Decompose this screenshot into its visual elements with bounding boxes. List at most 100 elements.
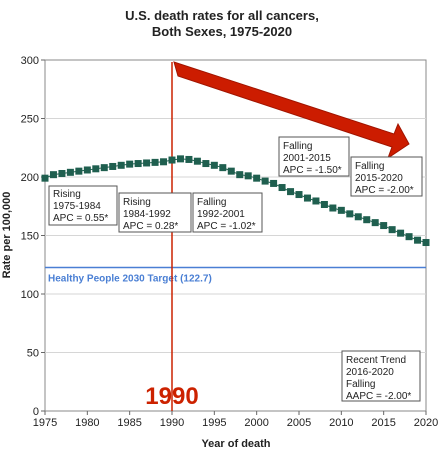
- data-point: [397, 229, 405, 237]
- data-point: [337, 206, 345, 214]
- y-tick-label: 200: [21, 172, 39, 184]
- series-line: [44, 158, 427, 244]
- x-tick-label: 2020: [414, 417, 438, 429]
- svg-text:Recent Trend: Recent Trend: [346, 355, 406, 366]
- y-axis-ticks: 0 50 100 150 200 250 300: [21, 55, 45, 418]
- data-point: [176, 155, 184, 163]
- data-point: [160, 158, 168, 166]
- data-point: [219, 164, 227, 172]
- x-axis-ticks: 1975 1980 1985 1990 1995 2000 2005 2010 2015 2020: [33, 411, 438, 429]
- svg-text:1992-2001: 1992-2001: [197, 209, 245, 220]
- data-point: [75, 167, 83, 175]
- data-point: [354, 213, 362, 221]
- x-tick-label: 1995: [202, 417, 226, 429]
- data-point: [236, 171, 244, 179]
- data-point: [244, 172, 252, 180]
- x-tick-label: 1985: [117, 417, 141, 429]
- data-point: [414, 236, 422, 244]
- data-point: [134, 160, 142, 168]
- data-point: [261, 177, 269, 185]
- svg-text:Rising: Rising: [123, 197, 151, 208]
- data-point: [83, 166, 91, 174]
- svg-text:2015-2020: 2015-2020: [355, 173, 403, 184]
- data-point: [346, 210, 354, 218]
- annotation-rising-1975-1984: Rising 1975-1984 APC = 0.55*: [48, 185, 118, 226]
- svg-text:APC = 0.28*: APC = 0.28*: [123, 221, 178, 232]
- data-point: [185, 155, 193, 163]
- chart-title-line-1: U.S. death rates for all cancers,: [125, 8, 319, 23]
- svg-text:Falling: Falling: [355, 161, 384, 172]
- x-axis-label: Year of death: [201, 438, 270, 450]
- data-point: [422, 239, 430, 247]
- svg-text:Falling: Falling: [283, 141, 312, 152]
- year-marker-label: 1990: [145, 383, 198, 410]
- y-tick-label: 250: [21, 114, 39, 126]
- annotation-falling-2001-2015: Falling 2001-2015 APC = -1.50*: [278, 136, 350, 177]
- data-point: [210, 161, 218, 169]
- x-tick-label: 1975: [33, 417, 57, 429]
- chart-title-line-2: Both Sexes, 1975-2020: [152, 24, 292, 39]
- y-tick-label: 150: [21, 231, 39, 243]
- data-point: [253, 174, 261, 182]
- svg-text:2016-2020: 2016-2020: [346, 367, 394, 378]
- svg-text:Falling: Falling: [197, 197, 226, 208]
- data-point: [202, 160, 210, 168]
- y-tick-label: 300: [21, 55, 39, 67]
- y-axis-label: Rate per 100,000: [1, 192, 13, 279]
- x-tick-label: 2015: [371, 417, 395, 429]
- x-tick-label: 2010: [329, 417, 353, 429]
- target-reference-label: Healthy People 2030 Target (122.7): [48, 273, 212, 284]
- svg-text:AAPC = -2.00*: AAPC = -2.00*: [346, 391, 411, 402]
- data-point: [109, 162, 117, 170]
- svg-text:2001-2015: 2001-2015: [283, 153, 331, 164]
- data-point: [303, 194, 311, 202]
- data-point: [405, 233, 413, 241]
- svg-text:1975-1984: 1975-1984: [53, 201, 101, 212]
- data-point: [371, 219, 379, 227]
- data-point: [363, 216, 371, 224]
- annotation-rising-1984-1992: Rising 1984-1992 APC = 0.28*: [118, 192, 192, 233]
- x-tick-label: 2000: [244, 417, 268, 429]
- annotation-falling-1992-2001: Falling 1992-2001 APC = -1.02*: [192, 192, 263, 233]
- y-tick-label: 50: [27, 348, 39, 360]
- y-tick-label: 100: [21, 289, 39, 301]
- data-point: [295, 191, 303, 199]
- data-point: [143, 159, 151, 167]
- downward-trend-arrow-icon: [173, 61, 410, 160]
- x-tick-label: 1990: [160, 417, 184, 429]
- data-point: [117, 161, 125, 169]
- data-point: [41, 174, 49, 182]
- data-point: [287, 188, 295, 196]
- svg-text:Falling: Falling: [346, 379, 375, 390]
- data-point: [92, 165, 100, 173]
- svg-text:Rising: Rising: [53, 189, 81, 200]
- y-tick-label: 0: [33, 406, 39, 418]
- data-point: [66, 168, 74, 176]
- data-point: [320, 200, 328, 208]
- data-point: [168, 156, 176, 164]
- data-point: [329, 204, 337, 212]
- annotation-recent-trend-2016-2020: Recent Trend 2016-2020 Falling AAPC = -2…: [341, 350, 421, 402]
- data-point: [388, 226, 396, 234]
- data-point: [278, 184, 286, 192]
- svg-text:1984-1992: 1984-1992: [123, 209, 171, 220]
- data-point: [58, 169, 66, 177]
- data-point: [151, 158, 159, 166]
- data-point: [312, 197, 320, 205]
- data-point: [227, 167, 235, 175]
- data-point: [380, 222, 388, 230]
- data-point: [193, 157, 201, 165]
- x-tick-label: 2005: [287, 417, 311, 429]
- data-point: [100, 164, 108, 172]
- series-death-rate: [41, 155, 430, 247]
- svg-text:APC = 0.55*: APC = 0.55*: [53, 213, 108, 224]
- annotation-falling-2015-2020: Falling 2015-2020 APC = -2.00*: [350, 156, 423, 197]
- data-point: [270, 179, 278, 187]
- data-point: [49, 171, 57, 179]
- svg-text:APC = -2.00*: APC = -2.00*: [355, 185, 414, 196]
- x-tick-label: 1980: [75, 417, 99, 429]
- svg-text:APC = -1.02*: APC = -1.02*: [197, 221, 256, 232]
- data-point: [126, 160, 134, 168]
- svg-text:APC = -1.50*: APC = -1.50*: [283, 165, 342, 176]
